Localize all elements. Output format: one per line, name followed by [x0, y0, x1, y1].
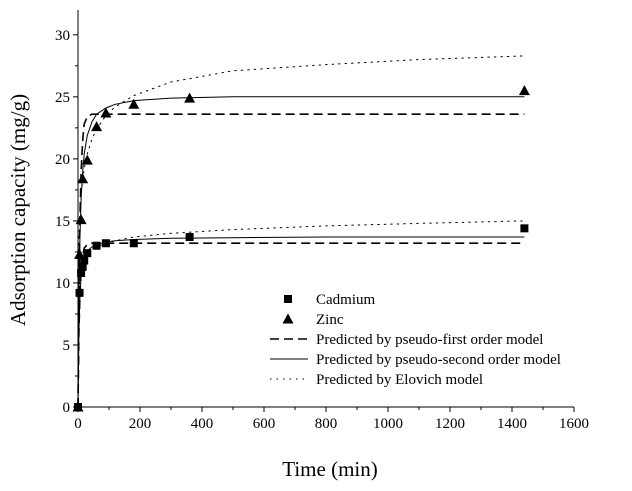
data-point-square: [101, 239, 110, 248]
data-point-square: [284, 295, 292, 303]
x-tick-label: 800: [315, 416, 338, 432]
data-point-triangle: [91, 121, 103, 132]
legend: Cadmium Zinc Predicted by pseudo-first ord…: [270, 292, 561, 388]
y-tick-label: 15: [55, 214, 70, 230]
legend-label: Zinc: [316, 312, 344, 328]
series-line: [77, 96, 525, 408]
x-axis-title: Time (min): [282, 457, 377, 481]
x-ticks: 0 200 400 600 800 1000 1200 1400 1600: [74, 407, 589, 432]
data-point-triangle: [518, 85, 530, 96]
legend-label: Cadmium: [316, 292, 375, 308]
data-point-square: [78, 262, 87, 271]
legend-label: Predicted by pseudo-first order model: [316, 332, 543, 348]
data-point-square: [92, 241, 101, 250]
data-point-triangle: [77, 173, 89, 184]
x-tick-label: 400: [191, 416, 214, 432]
data-point-triangle: [74, 248, 86, 259]
x-tick-label: 1000: [373, 416, 403, 432]
y-axis-title: Adsorption capacity (mg/g): [6, 94, 30, 326]
y-ticks: 0 5 10 15 20 25 30: [55, 28, 78, 416]
data-point-square: [80, 256, 89, 265]
data-point-square: [185, 233, 194, 242]
data-point-triangle: [100, 107, 112, 118]
data-point-triangle: [282, 313, 294, 324]
x-tick-label: 1400: [497, 416, 527, 432]
data-layer: [72, 55, 530, 412]
data-point-square: [83, 249, 92, 258]
data-point-square: [77, 269, 86, 278]
legend-label: Predicted by Elovich model: [316, 372, 483, 388]
legend-label: Predicted by pseudo-second order model: [316, 352, 561, 368]
data-point-triangle: [128, 98, 140, 109]
y-tick-label: 0: [63, 400, 71, 416]
data-point-square: [520, 224, 529, 233]
data-point-triangle: [184, 92, 196, 103]
x-tick-label: 1200: [435, 416, 465, 432]
data-point-square: [75, 288, 84, 297]
data-point-triangle: [75, 214, 87, 225]
y-tick-label: 10: [55, 276, 70, 292]
x-tick-label: 0: [74, 416, 82, 432]
y-tick-label: 5: [63, 338, 71, 354]
x-tick-label: 1600: [559, 416, 589, 432]
y-tick-label: 25: [55, 90, 70, 106]
data-point-square: [129, 239, 138, 248]
x-tick-label: 600: [253, 416, 276, 432]
x-tick-label: 200: [129, 416, 152, 432]
y-tick-label: 20: [55, 152, 70, 168]
data-point-triangle: [81, 154, 93, 165]
y-tick-label: 30: [55, 28, 70, 44]
